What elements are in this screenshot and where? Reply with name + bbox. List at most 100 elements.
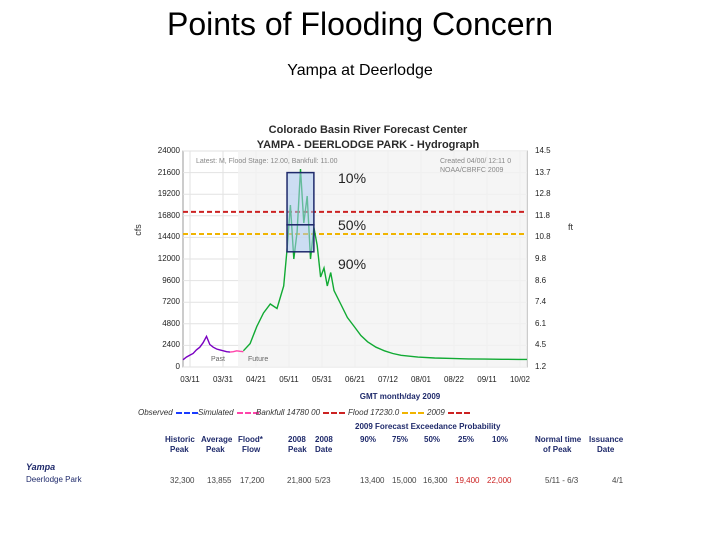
y-tick-label-right: 6.1 xyxy=(535,318,547,328)
table-header-cell: 90% xyxy=(360,435,377,444)
x-tick-label: 06/21 xyxy=(344,375,366,384)
table-cell: 19,400 xyxy=(455,476,480,485)
future-label: Future xyxy=(248,356,269,363)
table-cell: 15,000 xyxy=(392,476,417,485)
table-cell: 17,200 xyxy=(240,476,265,485)
legend-footer: 2009 Forecast Exceedance Probability xyxy=(355,422,501,431)
legend-item: 2009 xyxy=(427,408,470,417)
y-tick-label-left: 16800 xyxy=(157,210,180,220)
table-cell: 16,300 xyxy=(423,476,448,485)
legend-label: Bankfull 14780 00 xyxy=(256,408,321,417)
legend-label: Flood 17230.0 xyxy=(348,408,400,417)
table-subheader-cell: Peak xyxy=(206,445,225,454)
table-subheader-cell: Flow xyxy=(242,445,261,454)
table-cell: 21,800 xyxy=(287,476,312,485)
legend-item: Flood 17230.0 xyxy=(348,408,425,417)
legend-item: Simulated xyxy=(198,408,259,417)
y-tick-label-right: 10.8 xyxy=(535,232,551,242)
percent-label: 50% xyxy=(338,216,367,233)
x-tick-label: 07/12 xyxy=(377,375,399,384)
y-tick-label-right: 13.7 xyxy=(535,167,551,177)
x-tick-label: 03/31 xyxy=(212,375,234,384)
table-header-cell: Average xyxy=(201,435,233,444)
legend-label: Simulated xyxy=(198,408,234,417)
y-tick-label-right: 12.8 xyxy=(535,189,551,199)
past-label: Past xyxy=(211,356,226,363)
table-header-cell: 25% xyxy=(458,435,475,444)
x-tick-label: 05/31 xyxy=(311,375,333,384)
table-subheader-cell: Peak xyxy=(288,445,307,454)
x-axis-label: GMT month/day 2009 xyxy=(359,392,441,401)
x-tick-label: 09/11 xyxy=(477,375,497,384)
exceedance-box xyxy=(286,171,315,226)
chart-info-left: Latest: M, Flood Stage: 12.00, Bankfull:… xyxy=(196,158,338,165)
forecast-shade xyxy=(238,151,527,367)
table-header-cell: 10% xyxy=(492,435,509,444)
y-axis-right-label: ft xyxy=(568,222,574,232)
percent-label: 90% xyxy=(338,256,367,273)
exceedance-box xyxy=(286,224,315,253)
y-tick-label-right: 1.2 xyxy=(535,362,547,371)
y-tick-label-left: 14400 xyxy=(157,232,180,242)
table-header-cell: Issuance xyxy=(589,435,624,444)
table-subheader-cell: Date xyxy=(315,445,333,454)
table-header-cell: 75% xyxy=(392,435,409,444)
table-header-cell: 2008 xyxy=(288,435,306,444)
exceedance-boxes xyxy=(286,171,315,253)
y-tick-label-right: 8.6 xyxy=(535,275,547,285)
legend-swatch xyxy=(323,411,346,414)
chart-org-title: Colorado Basin River Forecast Center xyxy=(268,124,468,136)
y-axis-left-label: cfs xyxy=(132,224,143,236)
chart-title: YAMPA - DEERLODGE PARK - Hydrograph xyxy=(256,139,480,151)
y-tick-label-left: 4800 xyxy=(162,318,180,328)
page-title: Points of Flooding Concern xyxy=(167,6,553,42)
y-tick-label-left: 24000 xyxy=(157,146,180,155)
y-tick-label-right: 4.5 xyxy=(535,340,547,350)
table-header-cell: 50% xyxy=(424,435,441,444)
legend-item: Observed xyxy=(138,408,198,417)
table-header-cell: Normal time xyxy=(535,435,582,444)
table-cell: 13,400 xyxy=(360,476,385,485)
y-tick-label-left: 19200 xyxy=(157,189,180,199)
x-tick-label: 03/11 xyxy=(180,375,200,384)
x-tick-label: 04/21 xyxy=(245,375,267,384)
series-line-simulated xyxy=(229,350,244,353)
table-subheader-cell: Peak xyxy=(170,445,189,454)
y-tick-label-left: 2400 xyxy=(162,340,180,350)
table-subheader-cell: Date xyxy=(597,445,615,454)
page-subtitle: Yampa at Deerlodge xyxy=(287,62,433,79)
legend-swatch xyxy=(402,411,425,414)
table-cell: 5/23 xyxy=(315,476,331,485)
table-cell: 5/11 - 6/3 xyxy=(545,476,579,485)
series-lines xyxy=(182,168,527,361)
table-cell: 4/1 xyxy=(612,476,624,485)
y-tick-label-right: 14.5 xyxy=(535,146,551,155)
y-tick-label-left: 21600 xyxy=(157,167,180,177)
table-header-cell: Historic xyxy=(165,435,195,444)
y-tick-label-right: 9.8 xyxy=(535,254,547,263)
series-line-2009-forecast xyxy=(242,168,527,361)
legend-swatch xyxy=(175,411,198,414)
x-tick-label: 08/22 xyxy=(443,375,465,384)
y-tick-label-left: 9600 xyxy=(162,275,180,285)
chart-info-right-2: NOAA/CBRFC 2009 xyxy=(440,167,504,174)
legend-swatch xyxy=(447,411,470,414)
table-subheader-cell: of Peak xyxy=(543,445,572,454)
x-tick-label: 10/02 xyxy=(509,375,531,384)
y-tick-label-left: 12000 xyxy=(157,254,180,263)
y-tick-label-right: 11.8 xyxy=(535,210,550,220)
table-cell: 32,300 xyxy=(170,476,195,485)
chart-info-right-1: Created 04/00/ 12:11 0 xyxy=(440,158,512,165)
y-tick-label-right: 7.4 xyxy=(535,297,547,307)
threshold-lines xyxy=(183,210,527,235)
legend-label: Observed xyxy=(138,408,173,417)
table-header-cell: Flood* xyxy=(238,435,263,444)
x-tick-label: 08/01 xyxy=(410,375,432,384)
legend-swatch xyxy=(236,411,259,414)
station-subname: Deerlodge Park xyxy=(26,475,82,484)
legend-label: 2009 xyxy=(427,408,445,417)
series-line-observed xyxy=(182,334,231,361)
table-cell: 13,855 xyxy=(207,476,232,485)
table-cell: 22,000 xyxy=(487,476,512,485)
